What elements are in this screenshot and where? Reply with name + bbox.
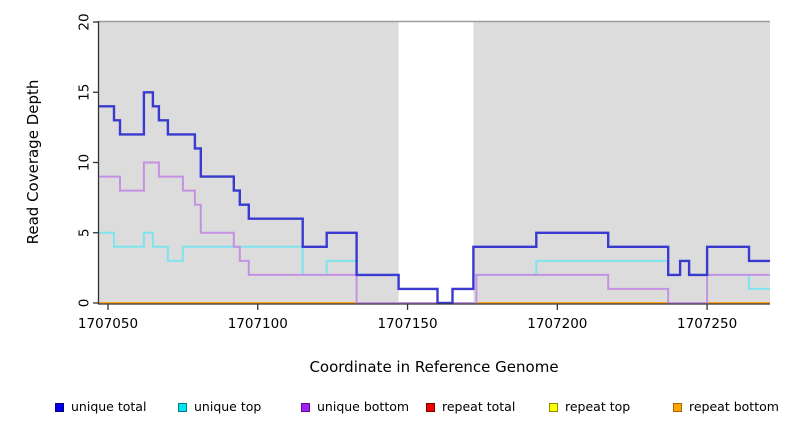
legend-item-repeat-total: repeat total [426,399,515,415]
series-layer [99,91,770,305]
legend-marker-unique-top [178,402,187,412]
x-tick-label: 1707100 [228,316,288,332]
panel-layer [99,20,770,303]
y-tick-label: 0 [77,299,93,308]
y-axis-title: Read Coverage Depth [24,80,42,245]
legend-item-repeat-bottom: repeat bottom [673,399,779,415]
legend-marker-repeat-total [426,402,435,412]
legend-item-repeat-top: repeat top [549,399,630,415]
legend-label: unique top [194,399,262,414]
legend-label: unique bottom [317,399,410,414]
legend-item-unique-top: unique top [178,399,261,415]
legend-item-unique-total: unique total [55,399,146,415]
legend-label: repeat total [442,399,516,414]
x-tick-label: 1707050 [78,316,138,332]
y-tick-label: 15 [77,84,93,101]
axis-layer: 0 5 10 15 20 1707050 1707100 1707150 1707200 1707… [77,13,770,332]
x-tick-label: 1707250 [677,316,737,332]
legend-marker-repeat-bottom [673,402,682,412]
legend-label: repeat top [565,399,631,414]
y-tick-label: 5 [77,228,93,237]
x-tick-label: 1707150 [377,316,437,332]
x-axis-title: Coordinate in Reference Genome [309,358,558,376]
legend-item-unique-bottom: unique bottom [301,399,409,415]
highlight-band [398,22,474,303]
coverage-chart: 0 5 10 15 20 1707050 1707100 1707150 1707200 1707… [24,13,770,376]
x-tick-label: 1707200 [527,316,587,332]
series-unique-bottom-line [99,161,770,304]
legend-marker-repeat-top [549,402,558,412]
legend-marker-unique-total [55,402,64,412]
legend-label: repeat bottom [689,399,779,414]
series-unique-total-line [99,91,770,305]
y-tick-label: 10 [77,154,93,171]
y-tick-label: 20 [77,13,93,30]
legend-marker-unique-bottom [301,402,310,412]
legend-label: unique total [71,399,147,414]
